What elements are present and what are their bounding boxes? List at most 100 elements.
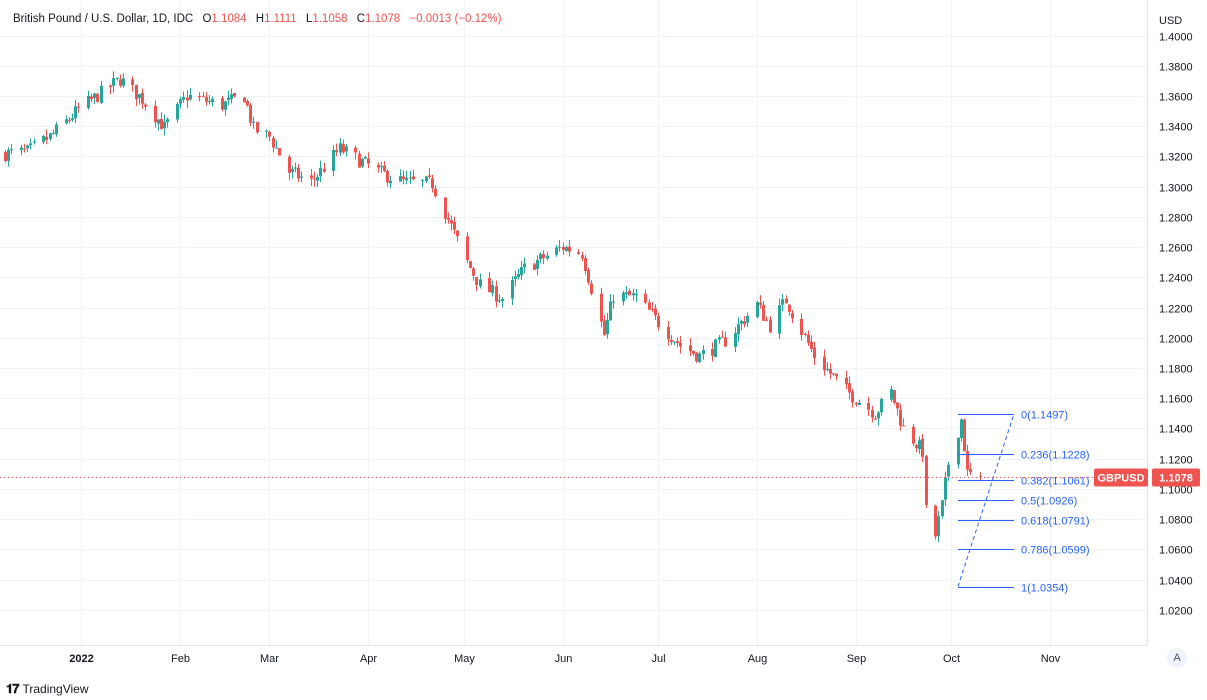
candle-body (479, 279, 482, 287)
symbol-tag[interactable] (1094, 468, 1148, 487)
candle-body (233, 93, 236, 97)
candle-body (4, 152, 7, 161)
candle-body (867, 402, 870, 410)
candle-body (310, 175, 313, 179)
change-value: −0.0013 (−0.12%) (409, 13, 502, 25)
candle-body (144, 104, 147, 107)
y-tick-label: 1.0600 (1159, 545, 1193, 557)
candle-body (68, 119, 71, 121)
price-axis[interactable]: 1.4000 1.3800 1.3600 1.3400 1.3200 1.3000 1.28… (1159, 32, 1193, 618)
footer-branding[interactable]: 𝟏𝟕 TradingView (6, 681, 89, 697)
candle-body (291, 168, 294, 173)
time-axis[interactable]: 2022 Feb Mar Apr May Jun Jul Aug Sep Oct Nov (69, 653, 1061, 665)
y-tick-label: 1.4000 (1159, 32, 1193, 44)
candle-body (740, 320, 743, 324)
candle-body (498, 300, 501, 302)
candle-body (313, 178, 316, 180)
candle-body (746, 315, 749, 323)
candle-body (421, 179, 424, 181)
candle-body (364, 157, 367, 159)
candle-body (163, 121, 166, 129)
candle-body (358, 153, 361, 168)
candle-body (335, 150, 338, 153)
fib-level-label: 1(1.0354) (1021, 583, 1068, 595)
candle-body (444, 197, 447, 219)
x-tick-label: 2022 (69, 653, 93, 665)
candle-body (536, 260, 539, 269)
candle-body (769, 319, 772, 333)
candle-body (692, 350, 695, 354)
candle-body (198, 95, 201, 98)
candle-body (386, 170, 389, 183)
candle-body (781, 299, 784, 305)
x-tick-label: Nov (1041, 653, 1061, 665)
symbol-description[interactable]: British Pound / U.S. Dollar, 1D, IDC (13, 13, 194, 25)
fib-level-label: 0.786(1.0599) (1021, 545, 1090, 557)
candle-body (648, 302, 651, 310)
candle-body (829, 368, 832, 374)
fib-retracement[interactable]: 0(1.1497) 0.236(1.1228) 0.382(1.1061) 0.5(1… (957, 410, 1090, 595)
candle-body (584, 257, 587, 271)
open-value: 1.1084 (211, 13, 247, 25)
candle-body (243, 97, 246, 103)
candle-body (119, 79, 122, 86)
candle-body (937, 516, 940, 537)
candle-body (100, 85, 103, 103)
candle-body (93, 93, 96, 98)
candle-body (632, 293, 635, 296)
candle-body (628, 290, 631, 296)
candle-body (160, 118, 163, 130)
candle-body (55, 124, 58, 135)
candle-body (721, 336, 724, 338)
candle-body (186, 97, 189, 101)
y-tick-label: 1.3000 (1159, 183, 1193, 195)
candle-body (7, 149, 10, 161)
fib-trend-line[interactable] (957, 413, 1015, 587)
low-label: L (305, 13, 313, 25)
candle-body (466, 236, 469, 261)
candle-body (807, 334, 810, 343)
candle-body (871, 410, 874, 418)
candle-body (734, 333, 737, 347)
candle-body (116, 77, 119, 79)
candle-body (762, 304, 765, 321)
last-price-tag[interactable] (1152, 468, 1200, 487)
y-tick-label: 1.3200 (1159, 152, 1193, 164)
y-tick-label: 1.1200 (1159, 455, 1193, 467)
candle-body (539, 253, 542, 260)
candle-body (367, 158, 370, 164)
x-tick-label: Feb (171, 653, 190, 665)
candle-body (166, 119, 169, 123)
candle-body (874, 418, 877, 420)
candle-body (625, 292, 628, 294)
low-value: 1.1058 (312, 13, 348, 25)
auto-scale-button[interactable]: A (1167, 648, 1187, 668)
candle-body (724, 337, 727, 347)
fib-level-label: 0.382(1.1061) (1021, 476, 1090, 488)
candle-body (966, 451, 969, 470)
candle-body (845, 377, 848, 385)
candle-body (453, 222, 456, 230)
candle-body (45, 136, 48, 141)
y-tick-label: 1.1000 (1159, 485, 1193, 497)
candle-body (546, 255, 549, 259)
candle-body (520, 267, 523, 276)
candle-body (33, 141, 36, 143)
candle-body (138, 94, 141, 98)
candle-body (71, 118, 74, 120)
y-tick-label: 1.3800 (1159, 62, 1193, 74)
candle-body (205, 97, 208, 102)
candle-body (131, 79, 134, 85)
candle-body (858, 402, 861, 405)
currency-label[interactable]: USD (1159, 15, 1183, 27)
candle-body (208, 100, 211, 102)
candle-body (855, 402, 858, 405)
candle-body (511, 279, 514, 299)
candle-body (202, 95, 205, 97)
candle-body (405, 177, 408, 181)
candle-body (676, 341, 679, 344)
candle-body (644, 293, 647, 303)
candle-body (785, 298, 788, 304)
candle-body (434, 188, 437, 197)
